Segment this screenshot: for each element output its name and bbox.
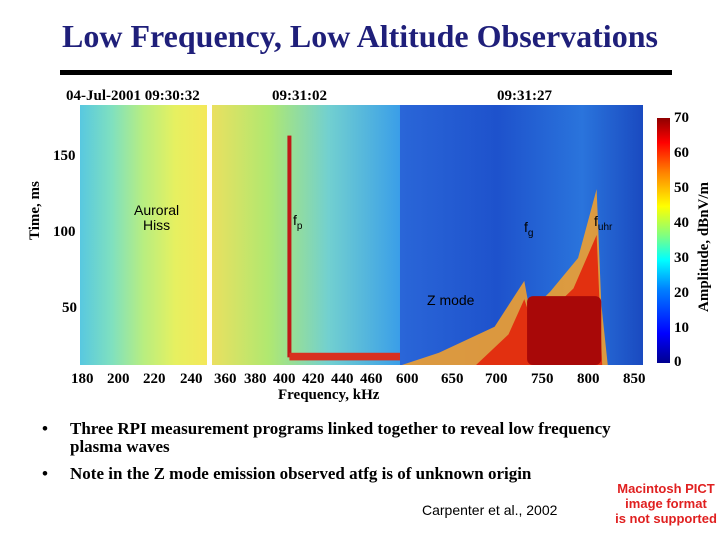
bullet-1: • Three RPI measurement programs linked t… [42, 420, 632, 456]
x-axis-label: Frequency, kHz [278, 387, 380, 403]
y-tick-100: 100 [53, 224, 76, 240]
cbar-tick-40: 40 [674, 215, 689, 231]
x-tick-380: 380 [244, 371, 267, 387]
cbar-tick-10: 10 [674, 320, 689, 336]
slide-title: Low Frequency, Low Altitude Observations [62, 18, 658, 54]
colorbar-label: Amplitude, dBnV/m [696, 181, 712, 312]
cbar-tick-50: 50 [674, 180, 689, 196]
fuhr-label: fuhr [594, 213, 612, 233]
x-tick-700: 700 [485, 371, 508, 387]
cbar-tick-20: 20 [674, 285, 689, 301]
pict-unsupported-notice: Macintosh PICT image format is not suppo… [612, 481, 720, 526]
spectrogram-panel-1 [80, 105, 207, 365]
timestamp-1: 04-Jul-2001 09:30:32 [66, 88, 200, 104]
auroral-hiss-line-2: Hiss [142, 217, 171, 233]
y-axis-label: Time, ms [27, 181, 43, 240]
auroral-hiss-label: Auroral Hiss [134, 203, 179, 233]
x-tick-420: 420 [302, 371, 325, 387]
x-tick-750: 750 [531, 371, 554, 387]
x-tick-400: 400 [273, 371, 296, 387]
bullet-1-text: Three RPI measurement programs linked to… [70, 419, 611, 456]
bullet-2: • Note in the Z mode emission observed at… [42, 465, 632, 483]
bullet-1-marker: • [42, 419, 48, 438]
x-tick-650: 650 [441, 371, 464, 387]
cbar-tick-0: 0 [674, 354, 682, 370]
fg-label-sub: g [527, 227, 534, 239]
fg-label-f: f [524, 219, 528, 235]
spectrogram-panel-2 [212, 105, 400, 365]
cbar-tick-70: 70 [674, 110, 689, 126]
bullet-2-marker: • [42, 464, 48, 483]
bullet-2-text: Note in the Z mode emission observed atf… [70, 464, 532, 483]
x-tick-180: 180 [71, 371, 94, 387]
z-mode-label: Z mode [427, 292, 475, 308]
x-tick-240: 240 [180, 371, 203, 387]
cbar-tick-30: 30 [674, 250, 689, 266]
x-tick-200: 200 [107, 371, 130, 387]
title-rule [60, 70, 672, 75]
x-tick-440: 440 [331, 371, 354, 387]
pict-line-3: is not supported [615, 511, 717, 526]
x-tick-600: 600 [396, 371, 419, 387]
spectrogram-panel-3 [400, 105, 643, 365]
auroral-hiss-line-1: Auroral [134, 202, 180, 218]
colorbar [657, 118, 670, 363]
fp-label-f: f [293, 212, 297, 228]
pict-line-2: image format [625, 496, 707, 511]
timestamp-2: 09:31:02 [272, 88, 327, 104]
fg-label: fg [524, 219, 533, 239]
cbar-tick-60: 60 [674, 145, 689, 161]
y-tick-150: 150 [53, 148, 76, 164]
x-tick-360: 360 [214, 371, 237, 387]
x-tick-460: 460 [360, 371, 383, 387]
y-tick-50: 50 [62, 300, 77, 316]
x-tick-850: 850 [623, 371, 646, 387]
pict-line-1: Macintosh PICT [617, 481, 715, 496]
fuhr-label-sub: uhr [597, 221, 613, 233]
fuhr-label-f: f [594, 213, 598, 229]
timestamp-3: 09:31:27 [497, 88, 552, 104]
x-tick-800: 800 [577, 371, 600, 387]
x-tick-220: 220 [143, 371, 166, 387]
fp-label-sub: p [296, 220, 303, 232]
fp-label: fp [293, 212, 302, 232]
citation: Carpenter et al., 2002 [422, 502, 558, 518]
